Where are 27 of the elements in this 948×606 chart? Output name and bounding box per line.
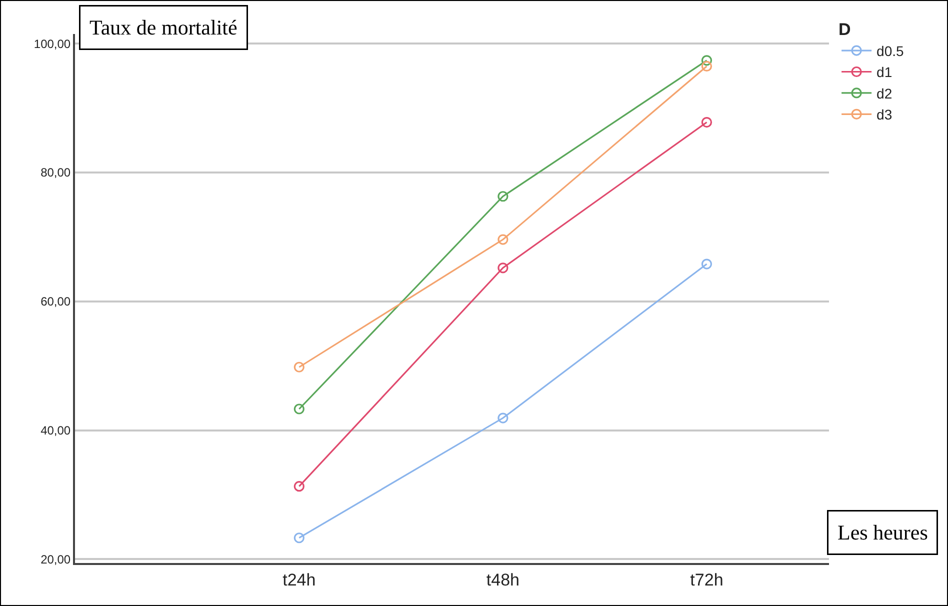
point <box>701 60 712 72</box>
y-axis-title: Taux de mortalité <box>90 16 238 40</box>
legend-label: d2 <box>876 85 892 102</box>
y-tick-label: 20,00 <box>40 552 71 566</box>
legend-label: d1 <box>876 64 892 80</box>
y-tick-label: 100,00 <box>34 36 71 51</box>
point <box>701 116 712 128</box>
point <box>498 234 508 245</box>
point <box>294 404 304 414</box>
legend-label: d3 <box>876 106 892 123</box>
point <box>701 55 712 66</box>
point <box>294 481 304 492</box>
x-tick-label: t72h <box>690 570 724 590</box>
point <box>498 412 508 424</box>
y-tick-label: 80,00 <box>40 166 71 180</box>
point <box>701 258 712 270</box>
legend-label: d0.5 <box>876 43 904 59</box>
x-tick-label: t24h <box>282 570 316 590</box>
x-axis-title: Les heures <box>838 520 928 544</box>
x-tick-label: t48h <box>486 570 520 590</box>
point <box>294 362 304 372</box>
point <box>498 191 508 202</box>
point <box>294 532 304 544</box>
y-tick-label: 60,00 <box>40 294 71 309</box>
y-tick-label: 40,00 <box>40 423 71 438</box>
legend-title: D <box>838 20 851 39</box>
point <box>498 262 508 274</box>
